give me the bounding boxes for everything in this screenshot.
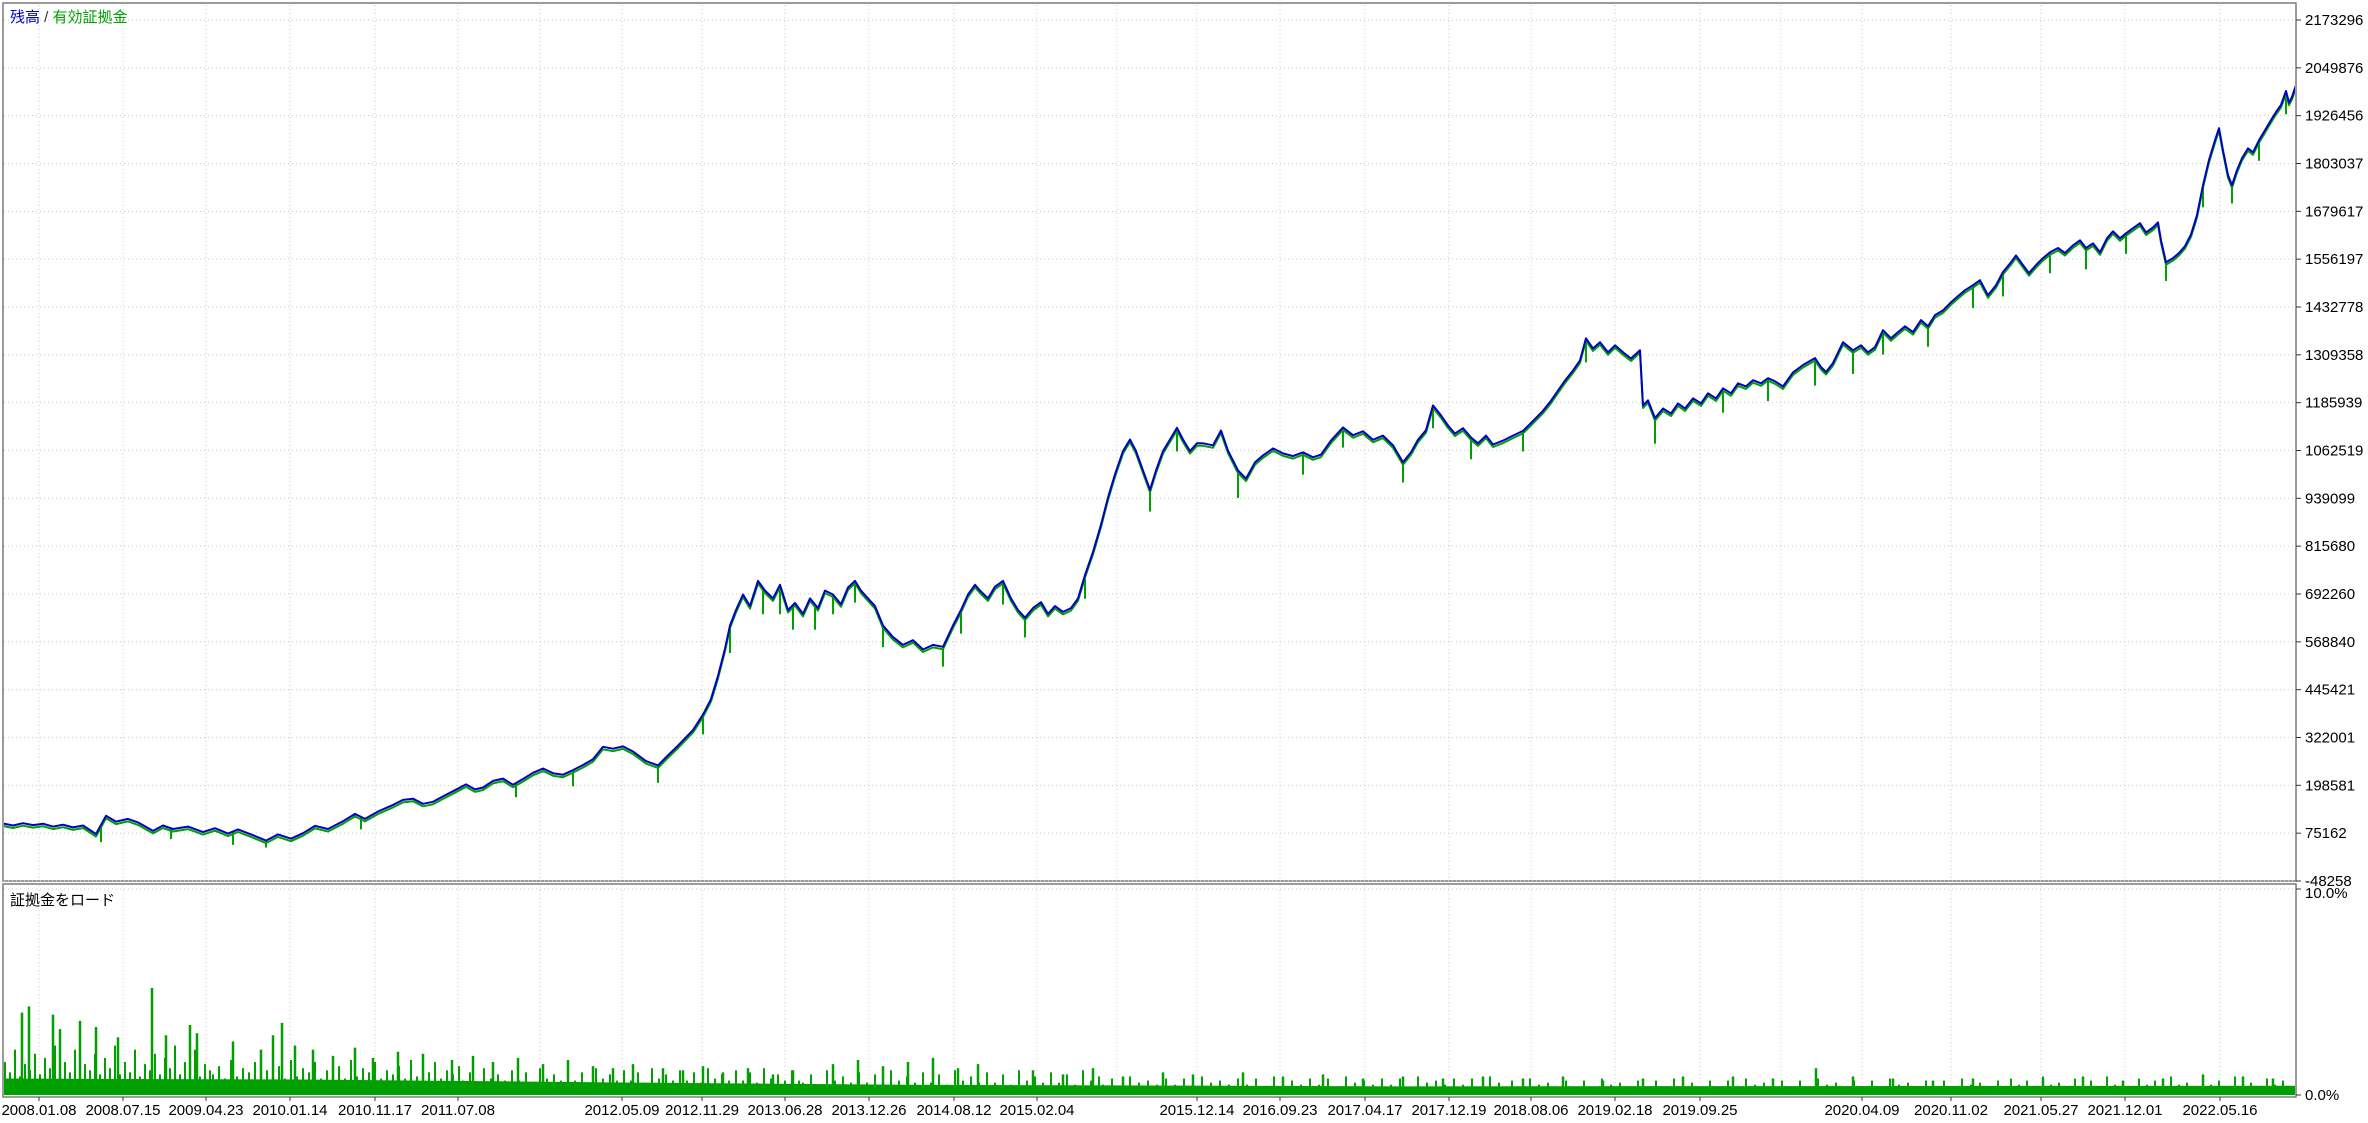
x-axis-date-label: 2010.11.17: [338, 1102, 412, 1119]
x-axis-date-label: 2013.12.26: [831, 1102, 906, 1119]
margin-max-label: 10.0%: [2305, 885, 2348, 902]
y-axis-label: 1926456: [2305, 108, 2363, 125]
x-axis-date-label: 2019.02.18: [1577, 1102, 1652, 1119]
x-axis-date-label: 2015.12.14: [1159, 1102, 1234, 1119]
x-axis-date-label: 2017.12.19: [1411, 1102, 1486, 1119]
y-axis-label: 692260: [2305, 586, 2355, 603]
x-axis-date-label: 2012.11.29: [665, 1102, 739, 1119]
y-axis-label: 939099: [2305, 490, 2355, 507]
x-axis-date-label: 2016.09.23: [1242, 1102, 1317, 1119]
margin-panel-label: 証拠金をロード: [10, 892, 116, 909]
y-axis-label: 322001: [2305, 730, 2355, 747]
x-axis-date-label: 2008.07.15: [85, 1102, 160, 1119]
x-axis-date-label: 2020.04.09: [1824, 1102, 1899, 1119]
margin-base-area: [4, 1078, 2295, 1095]
y-axis-label: 1185939: [2305, 395, 2362, 412]
x-axis-date-label: 2012.05.09: [584, 1102, 659, 1119]
chart-legend: 残高 / 有効証拠金: [10, 6, 128, 27]
margin-chart-panel[interactable]: [2, 883, 2297, 1098]
x-axis-date-label: 2017.04.17: [1327, 1102, 1402, 1119]
x-axis-date-label: 2022.05.16: [2182, 1102, 2257, 1119]
x-axis-date-label: 2021.05.27: [2003, 1102, 2078, 1119]
y-axis-label: 1679617: [2305, 203, 2363, 220]
x-axis-date-label: 2019.09.25: [1662, 1102, 1737, 1119]
y-axis-label: 1062519: [2305, 443, 2363, 460]
y-axis-label: 1556197: [2305, 251, 2363, 268]
y-axis-label: 815680: [2305, 538, 2355, 555]
x-axis-date-label: 2015.02.04: [999, 1102, 1074, 1119]
y-axis-label: 75162: [2305, 825, 2347, 842]
balance-legend-label: 残高: [10, 9, 41, 26]
main-chart-panel[interactable]: [2, 2, 2297, 882]
y-axis-label: 2049876: [2305, 60, 2363, 77]
balance-line: [4, 85, 2295, 842]
x-axis-date-label: 2020.11.02: [1914, 1102, 1988, 1119]
margin-min-label: 0.0%: [2305, 1087, 2339, 1104]
equity-legend-label: 有効証拠金: [52, 9, 128, 26]
y-axis-label: 2173296: [2305, 12, 2363, 29]
y-axis-label: 1432778: [2305, 299, 2363, 316]
y-axis-label: 1309358: [2305, 347, 2363, 364]
x-axis-date-label: 2014.08.12: [916, 1102, 991, 1119]
x-axis-date-label: 2009.04.23: [168, 1102, 243, 1119]
x-axis-date-label: 2013.06.28: [747, 1102, 822, 1119]
y-axis-label: 445421: [2305, 682, 2355, 699]
legend-separator: /: [40, 9, 53, 26]
x-axis-date-label: 2021.12.01: [2087, 1102, 2162, 1119]
x-axis-date-label: 2008.01.08: [1, 1102, 76, 1119]
y-axis-label: 568840: [2305, 634, 2355, 651]
equity-line: [4, 87, 2295, 845]
y-axis-label: 198581: [2305, 777, 2355, 794]
x-axis-date-label: 2010.01.14: [252, 1102, 327, 1119]
x-axis-date-label: 2011.07.08: [421, 1102, 495, 1119]
y-axis-label: 1803037: [2305, 156, 2363, 173]
x-axis-date-label: 2018.08.06: [1493, 1102, 1568, 1119]
y-axis-label: -48258: [2305, 873, 2352, 890]
